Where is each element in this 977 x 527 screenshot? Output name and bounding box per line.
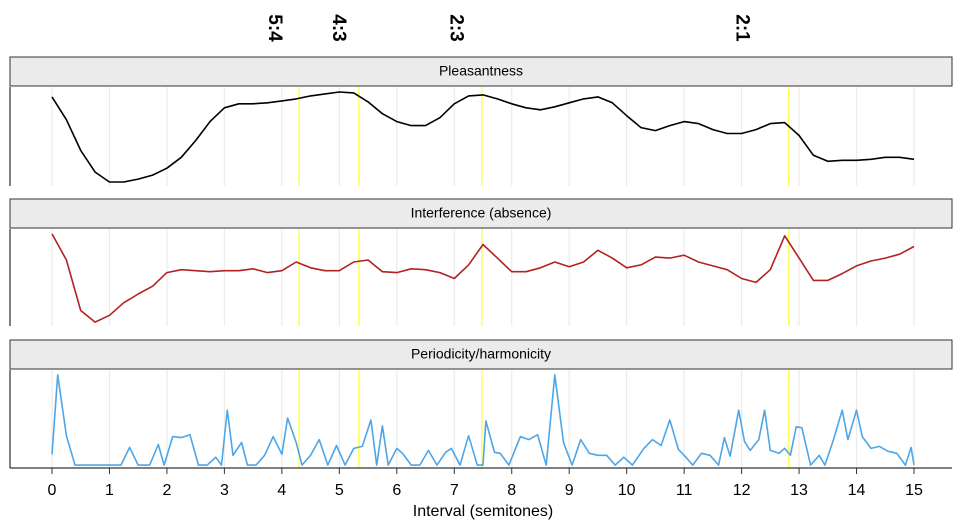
x-tick-label: 13 bbox=[790, 482, 808, 499]
data-line bbox=[51, 91, 915, 183]
x-tick-label: 11 bbox=[676, 482, 693, 499]
x-axis-title: Interval (semitones) bbox=[413, 503, 554, 520]
strip bbox=[9, 339, 953, 370]
x-tick-label: 1 bbox=[105, 482, 114, 499]
strip bbox=[9, 198, 953, 229]
x-tick-label: 14 bbox=[848, 482, 866, 499]
panel-title: Interference (absence) bbox=[411, 205, 552, 221]
strip bbox=[9, 56, 953, 87]
x-tick-label: 9 bbox=[565, 482, 574, 499]
x-tick-label: 0 bbox=[48, 482, 57, 499]
annotation: 4:3 bbox=[328, 14, 349, 41]
x-tick-label: 4 bbox=[277, 482, 286, 499]
annotation: 2:1 bbox=[732, 14, 753, 42]
x-tick-label: 12 bbox=[733, 482, 751, 499]
x-tick-label: 7 bbox=[450, 482, 459, 499]
x-tick-label: 3 bbox=[220, 482, 229, 499]
annotation: 5:4 bbox=[264, 14, 285, 42]
x-tick-label: 5 bbox=[335, 482, 344, 499]
x-tick-label: 8 bbox=[507, 482, 516, 499]
x-tick-label: 6 bbox=[392, 482, 401, 499]
panel-title: Pleasantness bbox=[439, 63, 523, 79]
x-tick-label: 2 bbox=[162, 482, 171, 499]
data-line bbox=[51, 233, 915, 323]
data-line bbox=[51, 374, 915, 466]
x-tick-label: 10 bbox=[618, 482, 636, 499]
panel-title: Periodicity/harmonicity bbox=[411, 346, 551, 362]
annotation: 2:3 bbox=[445, 14, 466, 41]
x-tick-label: 15 bbox=[905, 482, 923, 499]
